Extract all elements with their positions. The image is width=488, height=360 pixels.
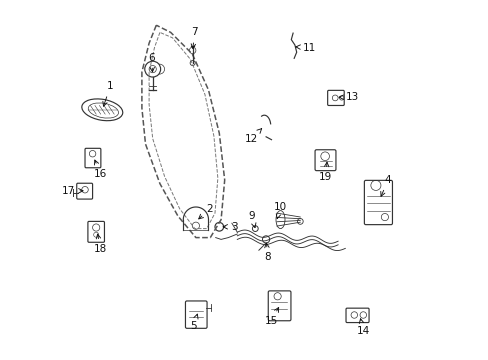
Text: 17: 17 — [61, 186, 83, 196]
Text: 10: 10 — [273, 202, 286, 219]
Text: 16: 16 — [94, 160, 107, 179]
Text: 12: 12 — [244, 129, 261, 144]
Text: 5: 5 — [190, 314, 198, 331]
Text: 19: 19 — [319, 162, 332, 182]
Text: 6: 6 — [148, 53, 155, 72]
Text: 15: 15 — [264, 307, 278, 326]
Text: 4: 4 — [380, 175, 391, 196]
Text: 1: 1 — [102, 81, 113, 106]
Text: 13: 13 — [338, 92, 359, 102]
Text: 9: 9 — [248, 211, 255, 228]
Text: 11: 11 — [295, 42, 315, 53]
Text: 14: 14 — [356, 319, 369, 336]
Text: 18: 18 — [94, 234, 107, 254]
Text: 7: 7 — [191, 27, 198, 49]
Text: 8: 8 — [264, 243, 271, 262]
Text: 3: 3 — [223, 222, 237, 232]
Text: 2: 2 — [198, 204, 213, 219]
